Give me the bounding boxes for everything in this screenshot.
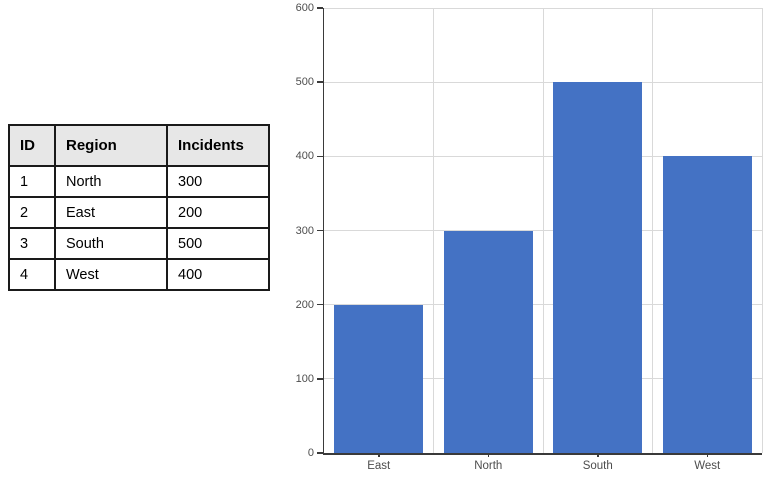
y-tick-mark bbox=[317, 81, 323, 83]
x-tick-mark bbox=[487, 453, 489, 457]
y-tick-label: 500 bbox=[295, 76, 314, 89]
bar-north bbox=[443, 230, 533, 453]
cell-region: North bbox=[54, 165, 168, 198]
cell-region: East bbox=[54, 196, 168, 229]
bar-west bbox=[662, 156, 752, 453]
col-header-incidents: Incidents bbox=[166, 124, 270, 167]
cell-incidents: 400 bbox=[166, 258, 270, 291]
x-tick-mark bbox=[597, 453, 599, 457]
v-gridline bbox=[761, 8, 763, 453]
v-gridline bbox=[652, 8, 653, 453]
y-tick-label: 0 bbox=[307, 447, 314, 459]
cell-incidents: 500 bbox=[166, 227, 270, 260]
cell-region: West bbox=[54, 258, 168, 291]
col-header-id: ID bbox=[8, 124, 56, 167]
x-tick-label: South bbox=[582, 460, 613, 472]
y-tick-mark bbox=[317, 155, 323, 158]
cell-id: 1 bbox=[8, 165, 56, 198]
y-axis-line bbox=[322, 8, 324, 455]
table-row: 2 East 200 bbox=[8, 196, 270, 229]
y-tick-label: 100 bbox=[295, 372, 314, 385]
cell-id: 3 bbox=[8, 227, 56, 260]
y-tick-mark bbox=[317, 7, 323, 9]
cell-id: 4 bbox=[8, 258, 56, 291]
x-tick-label: North bbox=[474, 460, 503, 472]
x-tick-label: East bbox=[367, 460, 391, 472]
x-tick-label: West bbox=[694, 460, 721, 472]
y-tick-mark bbox=[317, 452, 323, 454]
y-tick-mark bbox=[317, 378, 323, 380]
v-gridline bbox=[433, 8, 434, 453]
y-tick-mark bbox=[317, 303, 323, 306]
col-header-region: Region bbox=[54, 124, 168, 167]
table-row: 1 North 300 bbox=[8, 165, 270, 198]
y-tick-label: 200 bbox=[295, 298, 314, 311]
table-header-row: ID Region Incidents bbox=[8, 124, 270, 167]
y-tick-mark bbox=[317, 229, 323, 232]
table-row: 3 South 500 bbox=[8, 227, 270, 260]
bar-east bbox=[334, 304, 424, 453]
table-row: 4 West 400 bbox=[8, 258, 270, 291]
y-tick-label: 300 bbox=[295, 224, 314, 237]
cell-id: 2 bbox=[8, 196, 56, 229]
y-tick-label: 400 bbox=[295, 150, 314, 163]
x-tick-mark bbox=[378, 453, 380, 457]
incidents-table: ID Region Incidents 1 North 300 2 East 2… bbox=[8, 124, 270, 291]
cell-incidents: 300 bbox=[166, 165, 270, 198]
cell-incidents: 200 bbox=[166, 196, 270, 229]
y-tick-label: 600 bbox=[295, 2, 314, 14]
x-tick-mark bbox=[706, 453, 708, 457]
x-axis-line bbox=[322, 453, 762, 455]
plot-area bbox=[322, 7, 763, 455]
bar-south bbox=[553, 82, 643, 453]
v-gridline bbox=[542, 8, 544, 453]
cell-region: South bbox=[54, 227, 168, 260]
bar-chart: 0 100 200 300 400 500 600 East North South West bbox=[288, 0, 767, 478]
